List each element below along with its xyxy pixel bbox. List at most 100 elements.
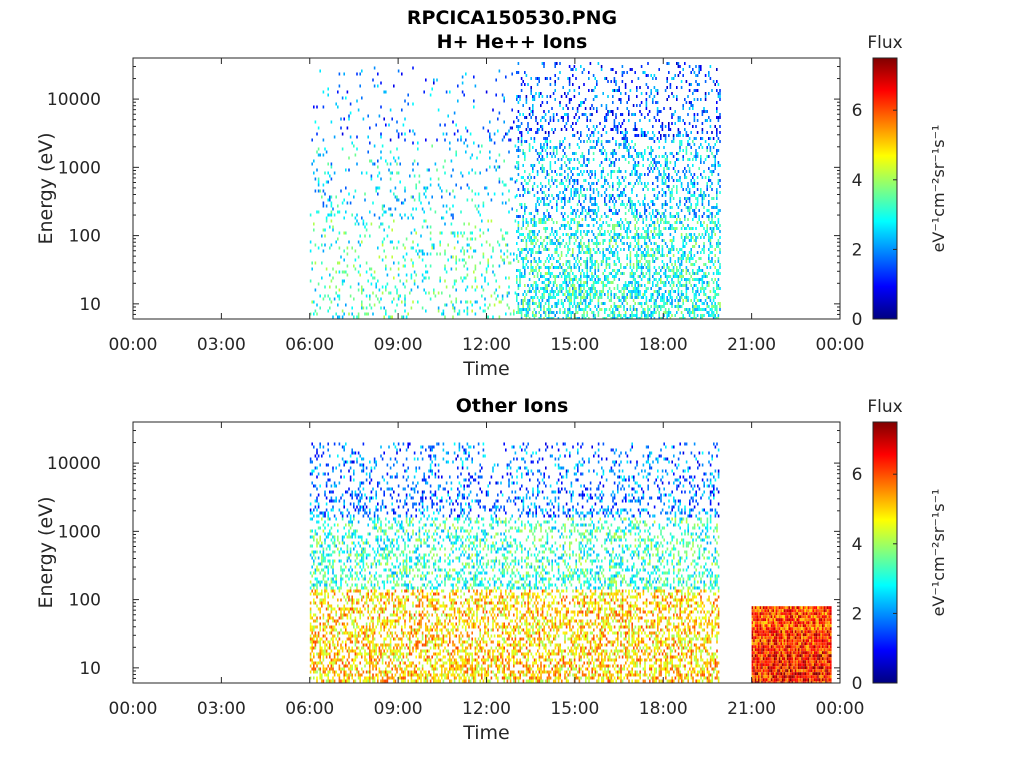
flux-cell bbox=[714, 314, 716, 317]
flux-cell bbox=[330, 201, 333, 205]
flux-cell bbox=[663, 212, 665, 215]
flux-cell bbox=[631, 206, 633, 209]
flux-cell bbox=[421, 249, 424, 253]
flux-cell bbox=[565, 275, 568, 278]
flux-cell bbox=[605, 77, 608, 80]
flux-cell bbox=[520, 131, 523, 134]
flux-cell bbox=[658, 251, 660, 254]
flux-cell bbox=[709, 65, 712, 68]
flux-cell bbox=[655, 290, 657, 293]
flux-cell bbox=[634, 236, 636, 239]
flux-cell bbox=[706, 209, 708, 212]
flux-cell bbox=[677, 206, 680, 209]
flux-cell bbox=[324, 559, 326, 563]
flux-cell bbox=[600, 260, 603, 263]
flux-cell bbox=[546, 242, 548, 245]
flux-cell bbox=[517, 128, 520, 131]
flux-cell bbox=[559, 71, 561, 74]
flux-cell bbox=[703, 107, 705, 110]
flux-cell bbox=[692, 227, 694, 230]
flux-cell bbox=[685, 308, 688, 311]
flux-cell bbox=[396, 303, 398, 307]
flux-cell bbox=[596, 188, 598, 191]
flux-cell bbox=[309, 457, 312, 461]
flux-cell bbox=[672, 248, 675, 251]
flux-cell bbox=[536, 83, 539, 86]
flux-cell bbox=[341, 270, 344, 274]
flux-cell bbox=[711, 218, 713, 221]
flux-cell bbox=[610, 128, 612, 131]
flux-cell bbox=[709, 242, 712, 245]
flux-cell bbox=[525, 128, 528, 131]
flux-cell bbox=[517, 161, 520, 164]
flux-cell bbox=[663, 203, 665, 206]
flux-cell bbox=[690, 83, 692, 86]
flux-cell bbox=[666, 167, 668, 170]
flux-cell bbox=[319, 658, 321, 662]
flux-cell bbox=[314, 466, 317, 470]
flux-cell bbox=[492, 246, 494, 250]
flux-cell bbox=[605, 194, 608, 197]
flux-cell bbox=[556, 266, 558, 269]
flux-cell bbox=[317, 189, 320, 193]
flux-cell bbox=[613, 233, 616, 236]
figure-title: RPCICA150530.PNG bbox=[406, 7, 618, 29]
flux-cell bbox=[621, 176, 624, 179]
flux-cell bbox=[546, 170, 548, 173]
flux-cell bbox=[597, 248, 600, 251]
flux-cell bbox=[508, 261, 510, 265]
flux-cell bbox=[554, 242, 556, 245]
flux-cell bbox=[324, 601, 326, 605]
flux-cell bbox=[615, 248, 617, 251]
flux-cell bbox=[337, 204, 339, 208]
flux-cell bbox=[581, 245, 584, 248]
flux-cell bbox=[417, 162, 419, 166]
flux-cell bbox=[668, 176, 670, 179]
flux-cell bbox=[581, 212, 584, 215]
flux-cell bbox=[599, 293, 601, 296]
flux-cell bbox=[693, 182, 696, 185]
flux-cell bbox=[314, 601, 317, 605]
flux-cell bbox=[652, 77, 654, 80]
flux-cell bbox=[656, 209, 659, 212]
flux-cell bbox=[596, 293, 598, 296]
flux-cell bbox=[682, 302, 684, 305]
colorbar-tick-label: 4 bbox=[852, 171, 863, 191]
flux-cell bbox=[375, 186, 377, 190]
flux-cell bbox=[650, 296, 652, 299]
flux-cell bbox=[524, 272, 526, 275]
flux-cell bbox=[322, 628, 325, 632]
flux-cell bbox=[677, 299, 680, 302]
flux-cell bbox=[602, 146, 604, 149]
flux-cell bbox=[660, 269, 662, 272]
flux-cell bbox=[703, 206, 705, 209]
flux-cell bbox=[541, 197, 544, 200]
flux-cell bbox=[637, 287, 640, 290]
flux-cell bbox=[425, 270, 427, 274]
flux-cell bbox=[517, 308, 520, 311]
flux-cell bbox=[544, 248, 547, 251]
flux-cell bbox=[527, 251, 529, 254]
flux-cell bbox=[548, 134, 550, 137]
flux-cell bbox=[568, 98, 571, 101]
flux-cell bbox=[701, 278, 704, 281]
flux-cell bbox=[624, 281, 627, 284]
flux-cell bbox=[692, 218, 694, 221]
flux-cell bbox=[327, 652, 329, 656]
flux-cell bbox=[559, 242, 561, 245]
flux-cell bbox=[610, 110, 612, 113]
flux-cell bbox=[361, 216, 363, 220]
flux-cell bbox=[364, 192, 366, 196]
flux-cell bbox=[559, 245, 561, 248]
flux-cell bbox=[584, 233, 587, 236]
flux-cell bbox=[621, 272, 624, 275]
flux-cell bbox=[570, 221, 572, 224]
flux-cell bbox=[717, 164, 720, 167]
flux-cell bbox=[576, 182, 579, 185]
flux-cell bbox=[583, 230, 585, 233]
flux-cell bbox=[564, 194, 566, 197]
flux-cell bbox=[525, 302, 528, 305]
flux-cell bbox=[324, 228, 326, 232]
flux-cell bbox=[533, 290, 536, 293]
flux-cell bbox=[656, 212, 659, 215]
